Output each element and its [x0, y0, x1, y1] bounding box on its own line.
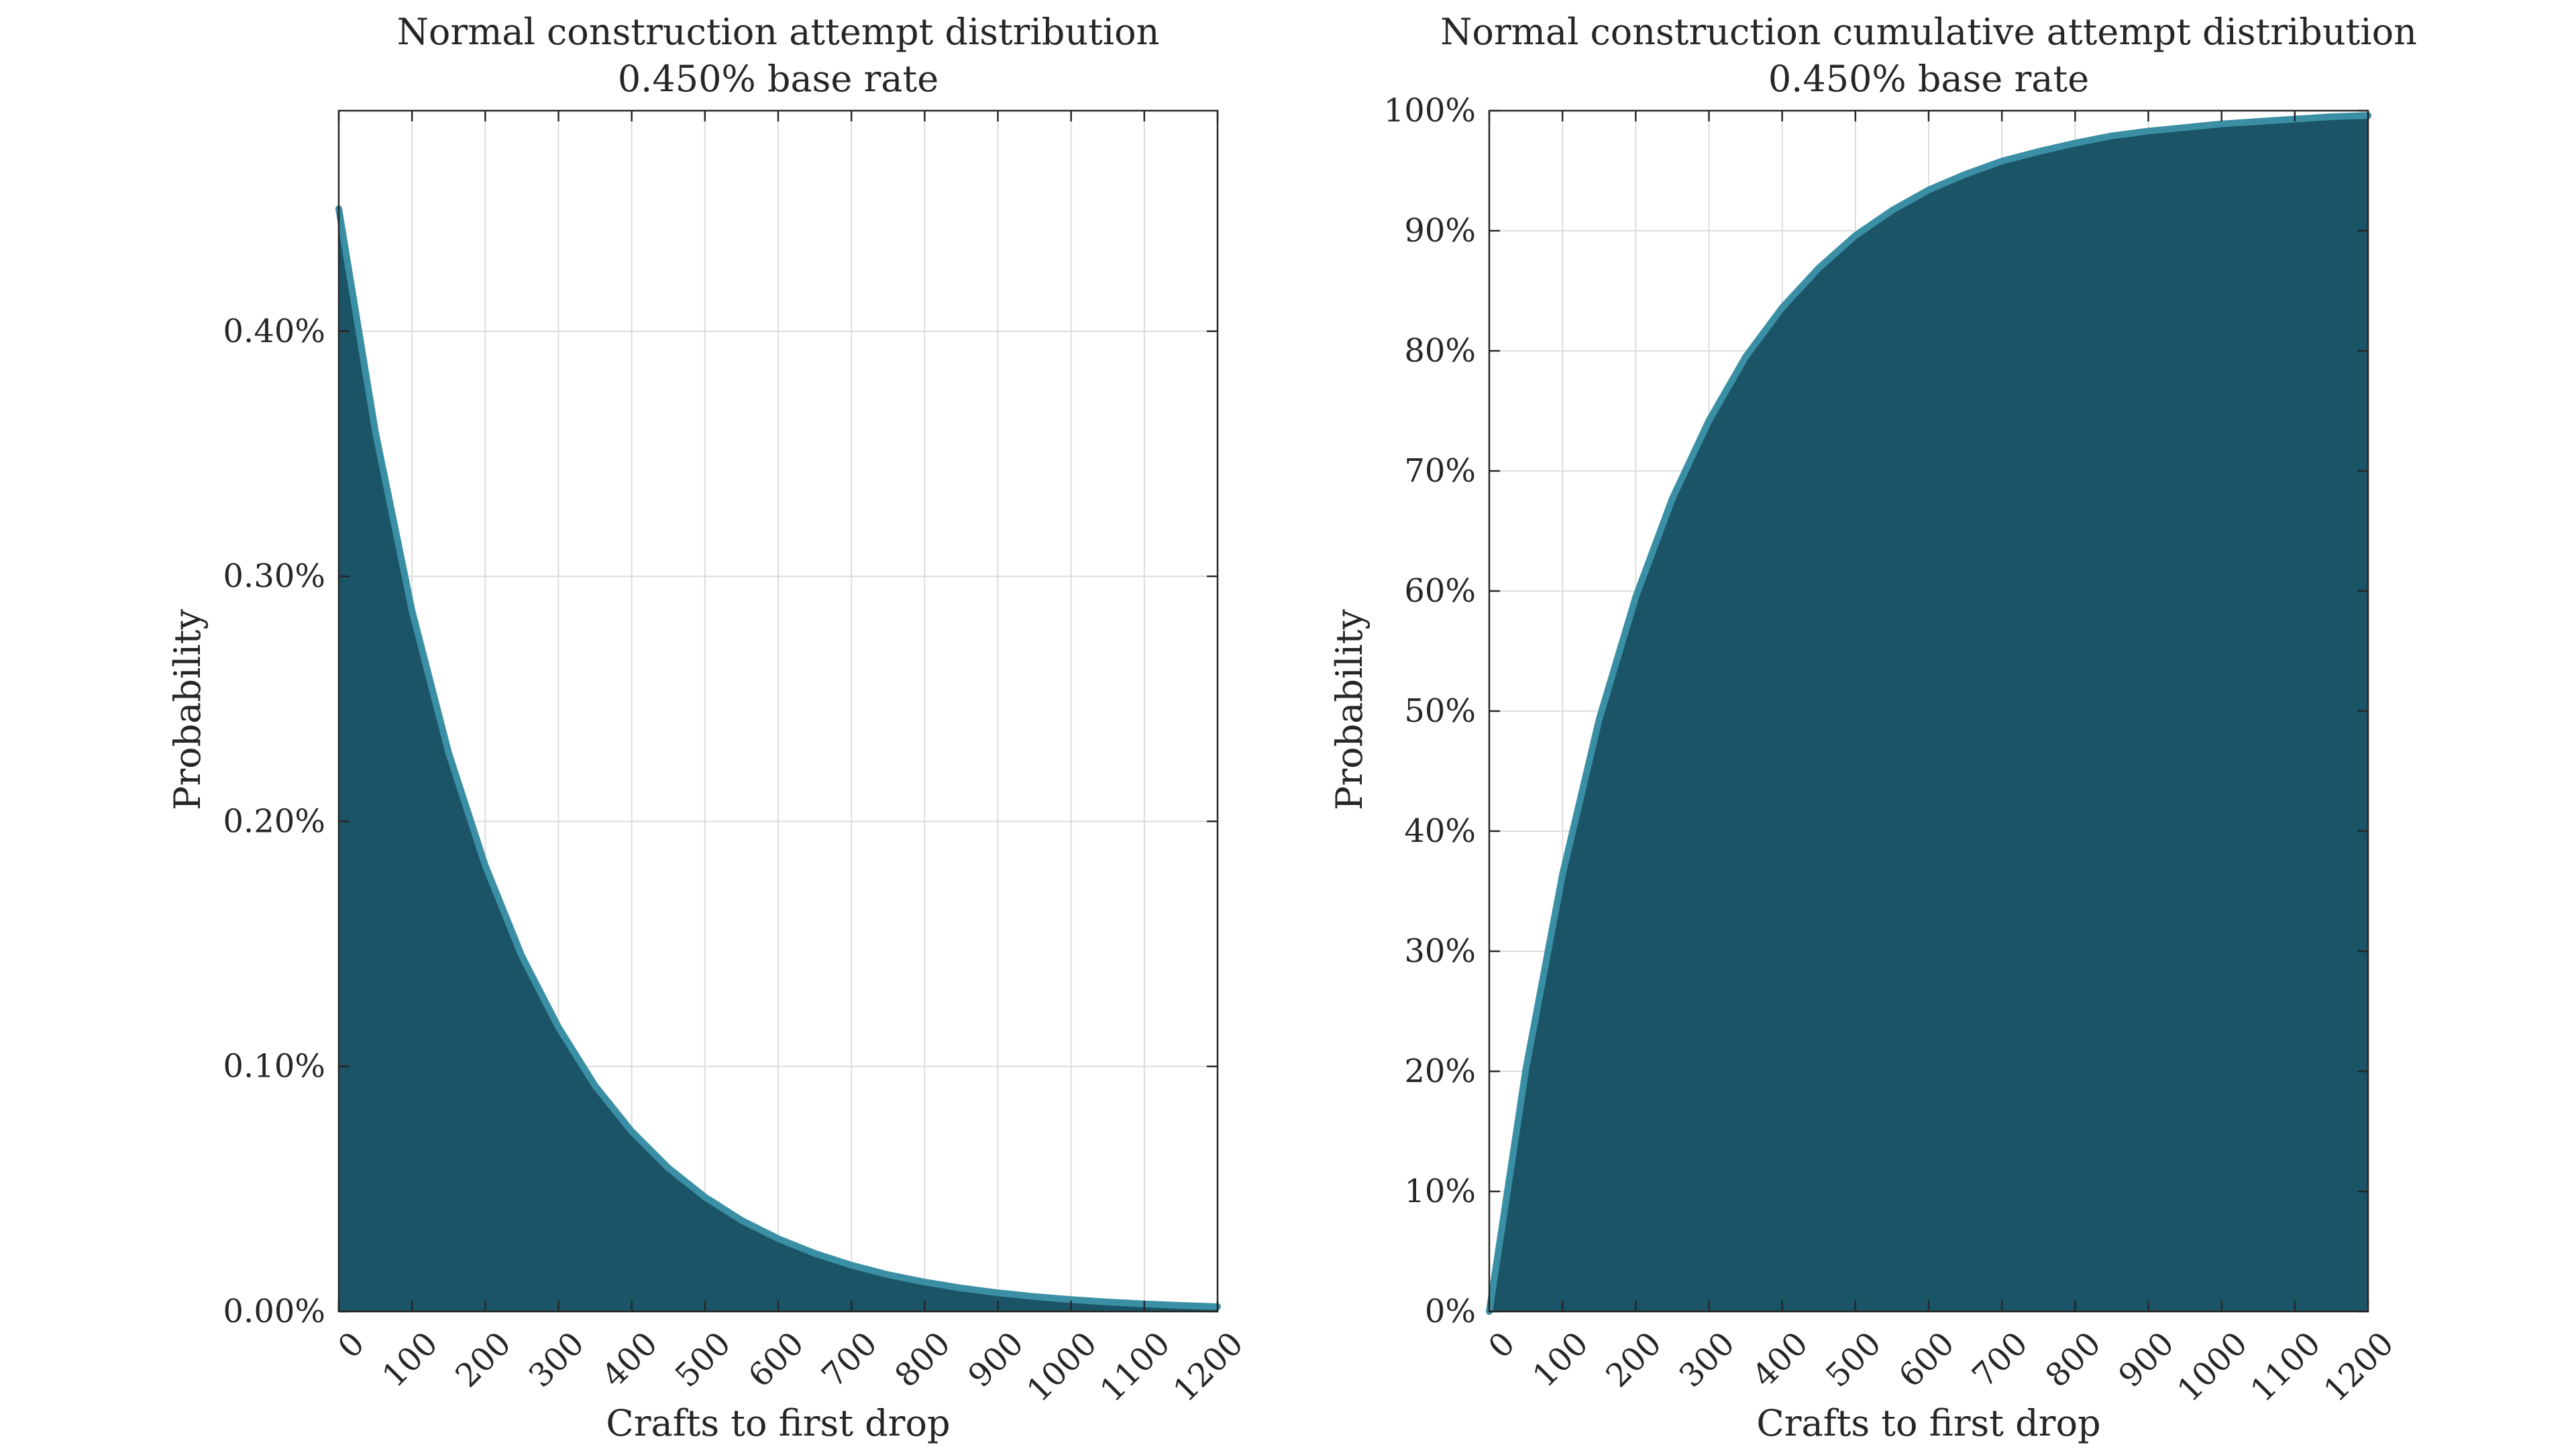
chart-title-line1: Normal construction attempt distribution — [397, 11, 1160, 53]
y-axis-label: Probability — [1328, 609, 1371, 810]
series-area — [1489, 115, 2368, 1311]
y-tick-label: 90% — [1404, 212, 1476, 250]
y-tick-label: 0.30% — [223, 557, 325, 595]
y-tick-label: 70% — [1404, 452, 1476, 490]
y-tick-label: 0% — [1425, 1293, 1476, 1330]
y-tick-label: 0.40% — [223, 313, 325, 350]
y-tick-label: 100% — [1384, 92, 1476, 129]
y-tick-label: 20% — [1404, 1053, 1476, 1090]
series-line — [1486, 112, 2371, 1315]
x-axis-label: Crafts to first drop — [1756, 1402, 2100, 1444]
series-line — [335, 205, 1221, 1310]
y-tick-label: 0.20% — [223, 802, 325, 840]
y-tick-label: 50% — [1404, 692, 1476, 730]
y-tick-label: 0.10% — [223, 1048, 325, 1085]
y-tick-label: 60% — [1404, 572, 1476, 610]
data-area — [1486, 112, 2371, 1315]
axes — [337, 109, 1219, 1313]
chart-title-line1: Normal construction cumulative attempt d… — [1440, 11, 2417, 53]
y-tick-label: 0.00% — [223, 1293, 325, 1330]
y-tick-label: 10% — [1404, 1173, 1476, 1210]
x-axis-label: Crafts to first drop — [606, 1402, 950, 1444]
series-area — [339, 209, 1218, 1311]
chart-title-line2: 0.450% base rate — [618, 58, 938, 100]
y-tick-label: 80% — [1404, 332, 1476, 370]
y-tick-label: 40% — [1404, 812, 1476, 850]
y-tick-label: 30% — [1404, 932, 1476, 970]
y-axis-label: Probability — [166, 609, 209, 810]
cdf-chart: Normal construction cumulative attempt d… — [1328, 11, 2417, 1444]
axes — [1488, 109, 2369, 1313]
chart-title-line2: 0.450% base rate — [1768, 58, 2089, 100]
data-area — [335, 205, 1221, 1311]
